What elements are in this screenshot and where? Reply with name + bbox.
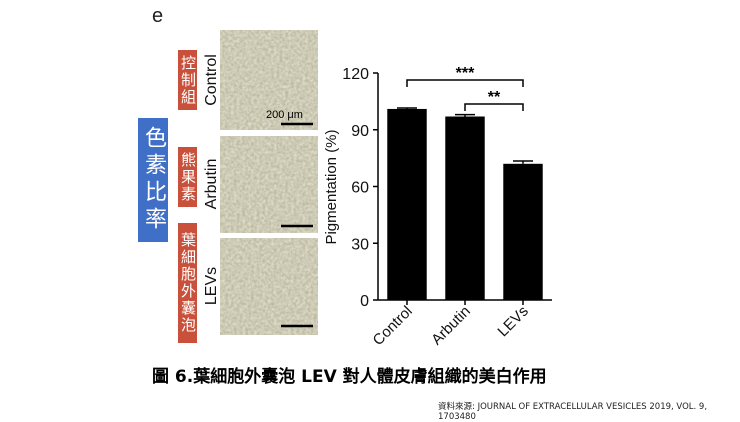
x-tick-label: LEVs <box>494 303 531 340</box>
scale-label: 200 μm <box>266 109 303 121</box>
y-tick-label: 90 <box>351 123 369 140</box>
source: 資料來源: JOURNAL OF EXTRACELLULAR VESICLES … <box>438 402 708 422</box>
error-bar <box>513 160 533 164</box>
error-bar <box>397 107 417 109</box>
micrograph-texture <box>220 136 318 233</box>
y-tick-label: 30 <box>351 236 369 253</box>
bar <box>445 116 485 300</box>
image-label: Control <box>203 54 220 106</box>
y-tick-label: 0 <box>360 293 369 310</box>
image-label: LEVs <box>203 267 220 305</box>
row-label: 控制組 <box>178 50 197 110</box>
row-label: 熊果素 <box>178 147 197 207</box>
x-tick-label: Arbutin <box>428 303 474 349</box>
significance-label: ** <box>488 89 501 106</box>
bar <box>387 108 427 300</box>
micrograph-texture <box>220 238 318 335</box>
significance-bracket <box>406 79 524 87</box>
row-label: 葉細胞外囊泡 <box>178 223 197 343</box>
bar <box>503 163 543 300</box>
error-bar <box>455 113 475 117</box>
image-label: Arbutin <box>203 159 220 210</box>
panel-label: e <box>152 5 163 27</box>
y-axis-title: Pigmentation (%) <box>323 129 340 244</box>
y-tick-label: 60 <box>351 180 369 197</box>
significance-bracket <box>464 103 524 111</box>
x-tick-label: Control <box>370 303 416 349</box>
y-tick-label: 120 <box>342 66 369 83</box>
micrograph-texture <box>220 30 318 130</box>
micrographs: 200 μm <box>220 30 318 335</box>
side-label: 色素比率 <box>138 118 168 242</box>
caption: 圖 6.葉細胞外囊泡 LEV 對人體皮膚組織的美白作用 <box>152 367 547 387</box>
significance-label: *** <box>456 65 475 82</box>
